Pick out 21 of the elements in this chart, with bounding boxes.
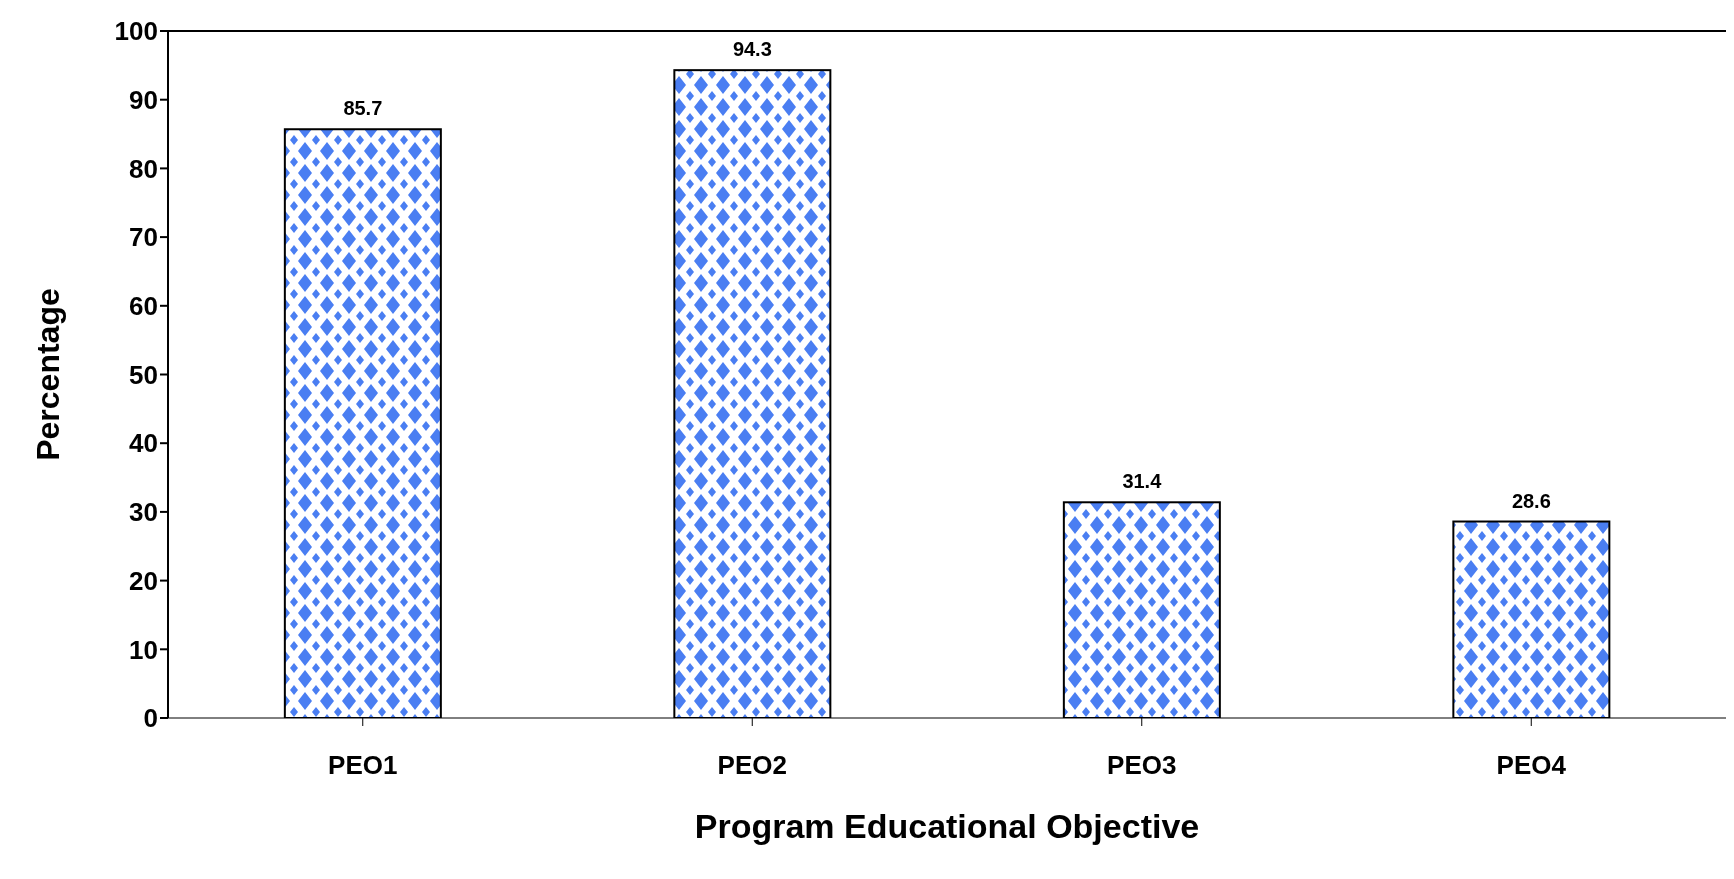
x-axis-title: Program Educational Objective bbox=[694, 807, 1200, 845]
y-tick-label: 20 bbox=[129, 565, 158, 596]
y-tick-label: 50 bbox=[129, 359, 158, 390]
x-tick-label: PEO2 bbox=[717, 750, 787, 781]
y-tick-label: 90 bbox=[129, 84, 158, 115]
y-axis-title: Percentage bbox=[30, 288, 67, 461]
data-label: 85.7 bbox=[343, 97, 383, 120]
x-tick-label: PEO1 bbox=[328, 750, 398, 781]
y-tick-label: 0 bbox=[143, 703, 158, 734]
y-tick-label: 70 bbox=[129, 222, 158, 253]
y-tick-label: 80 bbox=[129, 153, 158, 184]
data-label: 31.4 bbox=[1122, 470, 1163, 493]
y-tick-label: 100 bbox=[114, 16, 158, 47]
x-tick-label: PEO4 bbox=[1496, 750, 1567, 781]
x-tick-label: PEO3 bbox=[1107, 750, 1177, 781]
data-label: 28.6 bbox=[1511, 489, 1551, 512]
data-label: 94.3 bbox=[732, 38, 772, 61]
y-tick-label: 10 bbox=[129, 634, 158, 665]
y-tick-label: 60 bbox=[129, 291, 158, 322]
y-tick-label: 30 bbox=[129, 497, 158, 528]
y-tick-label: 40 bbox=[129, 428, 158, 459]
